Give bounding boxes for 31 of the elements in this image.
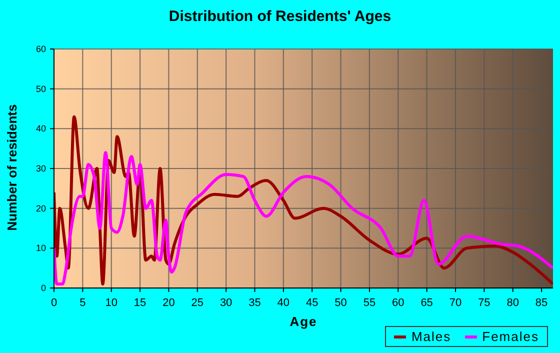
x-tick-label: 10 — [105, 297, 118, 309]
y-tick-label: 20 — [36, 203, 46, 214]
x-tick-label: 40 — [277, 297, 290, 309]
y-tick-label: 50 — [36, 84, 46, 94]
y-tick-label: 0 — [40, 283, 46, 293]
x-axis-title: Age — [288, 314, 318, 329]
x-tick-label: 85 — [535, 297, 548, 309]
x-tick-label: 15 — [134, 297, 146, 309]
x-tick-label: 75 — [478, 297, 490, 309]
y-tick-label: 60 — [36, 44, 46, 54]
chart-title: Distribution of Residents' Ages — [168, 8, 392, 25]
x-tick-label: 70 — [449, 297, 462, 309]
y-axis-title: Number of residents — [4, 104, 20, 230]
line-series — [54, 151, 553, 286]
x-tick-label: 0 — [50, 297, 58, 309]
x-tick-label: 5 — [80, 297, 86, 309]
y-tick-label: 40 — [36, 124, 46, 134]
x-tick-label: 25 — [191, 297, 204, 309]
x-tick-label: 30 — [220, 297, 232, 309]
y-tick-label: 30 — [36, 164, 46, 174]
legend-label: Females — [482, 329, 539, 344]
legend-label: Males — [411, 329, 452, 344]
x-tick-label: 35 — [248, 297, 261, 309]
x-tick-label: 55 — [363, 297, 376, 309]
x-tick-label: 20 — [162, 297, 175, 309]
x-tick-label: 45 — [306, 297, 318, 309]
y-tick-label: 10 — [36, 243, 46, 254]
x-tick-label: 65 — [420, 297, 433, 309]
x-tick-label: 60 — [392, 297, 404, 309]
x-tick-label: 50 — [334, 297, 347, 309]
x-tick-label: 80 — [506, 297, 519, 309]
